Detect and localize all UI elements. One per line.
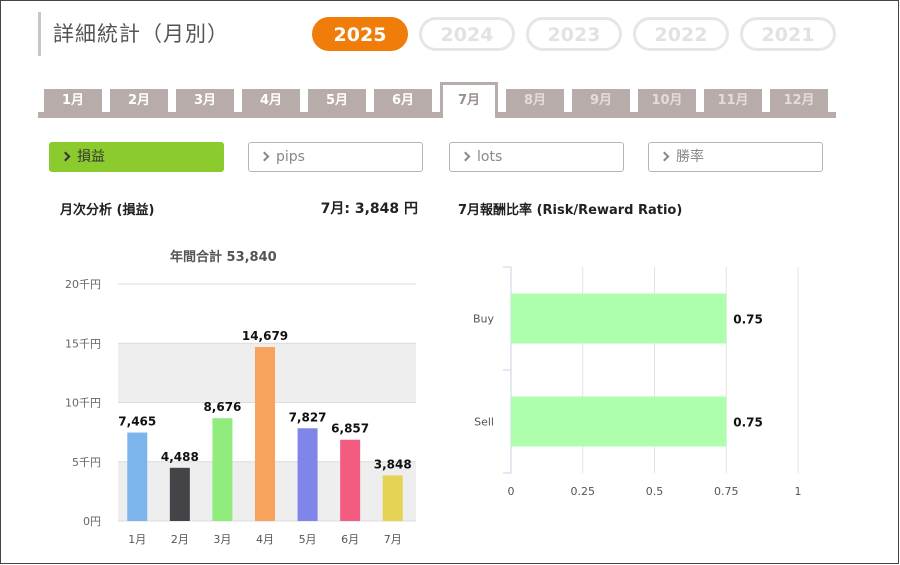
chevron-right-icon: [259, 151, 270, 162]
x-tick-label: 2月: [171, 533, 189, 546]
category-button-pips[interactable]: pips: [248, 142, 423, 172]
tab-month-4[interactable]: 4月: [242, 89, 300, 113]
category-button-label: 損益: [77, 149, 105, 165]
chevron-right-icon: [659, 151, 670, 162]
year-button-2024[interactable]: 2024: [419, 17, 515, 51]
rr-value-label: 0.75: [733, 416, 763, 430]
bar-3月: [212, 418, 233, 521]
chevron-right-icon: [60, 151, 71, 162]
tab-month-2[interactable]: 2月: [110, 89, 168, 113]
tab-month-7[interactable]: 7月: [440, 82, 498, 118]
x-tick-label: 0: [508, 485, 515, 498]
bar-1月: [127, 432, 148, 521]
bar-6月: [340, 439, 361, 521]
tab-month-9[interactable]: 9月: [572, 89, 630, 113]
year-button-2021[interactable]: 2021: [740, 17, 836, 51]
month-tab-bar: [38, 112, 836, 118]
year-button-2022[interactable]: 2022: [633, 17, 729, 51]
chevron-right-icon: [460, 151, 471, 162]
bar-value-label: 3,848: [374, 457, 412, 471]
tab-month-1[interactable]: 1月: [44, 89, 102, 113]
bar-7月: [382, 475, 403, 521]
x-tick-label: 6月: [341, 533, 359, 546]
x-tick-label: 7月: [384, 533, 402, 546]
tab-month-8[interactable]: 8月: [506, 89, 564, 113]
category-button-label: 勝率: [676, 149, 704, 165]
grid-band: [118, 284, 416, 344]
bar-4月: [255, 347, 275, 521]
bar-value-label: 6,857: [331, 422, 369, 436]
bar-5月: [297, 428, 318, 521]
page-title-block: 詳細統計（月別）: [38, 12, 229, 56]
rr-value-label: 0.75: [733, 313, 763, 327]
category-button-lots[interactable]: lots: [449, 142, 624, 172]
y-tick-label: 0円: [83, 515, 101, 528]
x-tick-label: 0.75: [714, 485, 739, 498]
tab-month-10[interactable]: 10月: [638, 89, 696, 113]
x-tick-label: 1: [795, 485, 802, 498]
category-button-label: pips: [276, 149, 305, 165]
rr-ratio-chart: 0 0.25 0.5 0.75 1 0.75 Buy 0.75 Sell: [473, 266, 802, 498]
y-tick-label: 10千円: [65, 397, 101, 410]
bar-value-label: 4,488: [161, 450, 199, 464]
year-button-2023[interactable]: 2023: [526, 17, 622, 51]
month-total-value: 7月: 3,848 円: [320, 201, 418, 217]
tab-month-11[interactable]: 11月: [704, 89, 762, 113]
bar-value-label: 7,465: [118, 415, 156, 429]
bar-2月: [169, 467, 190, 521]
tab-month-5[interactable]: 5月: [308, 89, 366, 113]
tab-month-3[interactable]: 3月: [176, 89, 234, 113]
category-button-profit[interactable]: 損益: [49, 142, 224, 172]
category-button-winrate[interactable]: 勝率: [648, 142, 823, 172]
y-tick-label: 15千円: [65, 337, 101, 350]
bar-value-label: 8,676: [203, 400, 241, 414]
rr-ratio-label: 7月報酬比率 (Risk/Reward Ratio): [458, 203, 683, 218]
y-tick-label: 5千円: [72, 456, 101, 469]
y-category-label: Buy: [473, 313, 495, 326]
x-tick-label: 4月: [256, 533, 274, 546]
monthly-profit-chart: 0円 5千円 10千円 15千円 20千円 7,465 1月 4,488 2月 8,676 3月 14…: [65, 278, 416, 546]
x-tick-label: 5月: [299, 533, 317, 546]
category-button-label: lots: [477, 149, 503, 165]
x-tick-label: 1月: [128, 533, 146, 546]
x-tick-label: 3月: [213, 533, 231, 546]
annual-total-title: 年間合計 53,840: [170, 250, 277, 265]
page-title: 詳細統計（月別）: [53, 22, 229, 46]
y-tick-label: 20千円: [65, 278, 101, 291]
x-tick-label: 0.25: [571, 485, 596, 498]
rr-bar-sell: [511, 396, 727, 447]
y-category-label: Sell: [474, 416, 494, 429]
monthly-analysis-label: 月次分析 (損益): [60, 203, 155, 218]
bar-value-label: 14,679: [242, 329, 288, 343]
rr-bar-buy: [511, 293, 727, 344]
x-tick-label: 0.5: [646, 485, 664, 498]
bar-value-label: 7,827: [289, 410, 327, 424]
tab-month-6[interactable]: 6月: [374, 89, 432, 113]
year-button-2025[interactable]: 2025: [312, 17, 408, 51]
tab-month-12[interactable]: 12月: [770, 89, 828, 113]
